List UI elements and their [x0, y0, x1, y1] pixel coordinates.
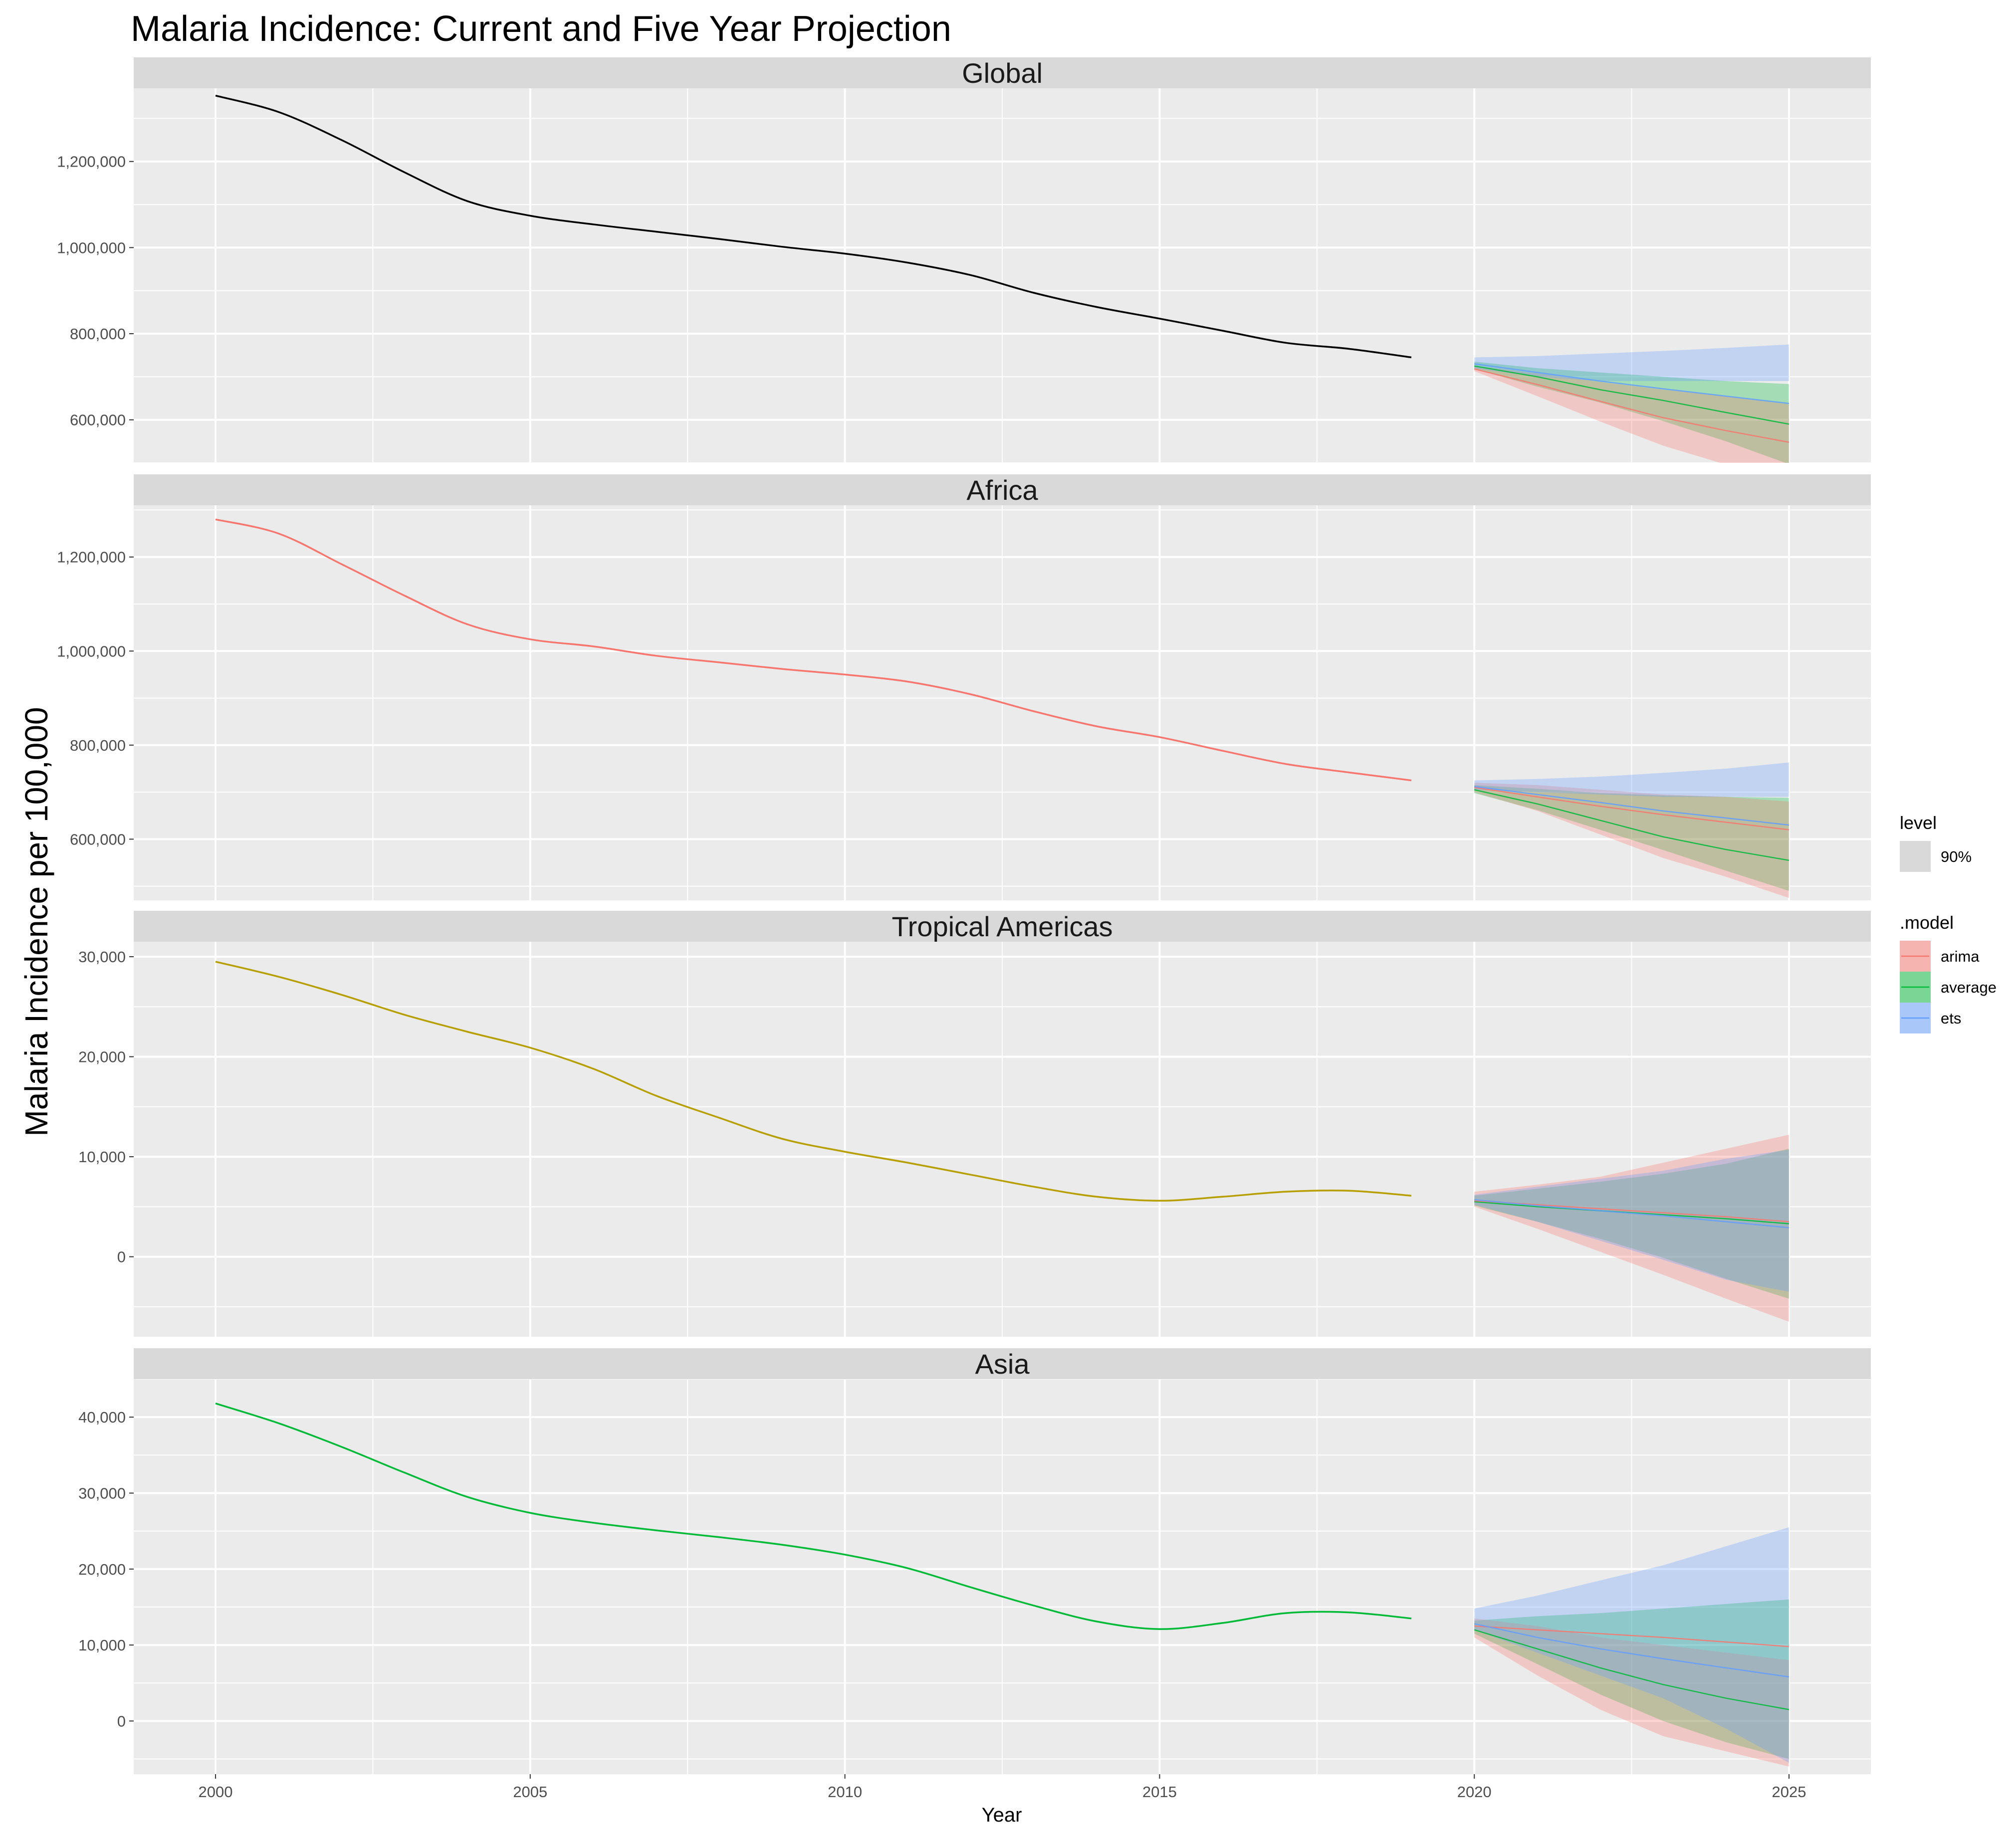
y-tick-label: 1,200,000 [57, 153, 126, 171]
x-tick-label: 2005 [513, 1783, 547, 1801]
y-tick-label: 600,000 [70, 411, 126, 429]
panel-grid [134, 88, 1871, 463]
panel-global: Global 600,000 800,000 1,000,000 1,200,000 [57, 57, 1871, 463]
y-tick-label: 30,000 [78, 948, 126, 966]
ribbon-90-average [1474, 362, 1789, 463]
forecast-line-arima [1474, 1625, 1790, 1647]
forecast-line-ets [1474, 1623, 1790, 1678]
x-axis-title: Year [982, 1804, 1022, 1826]
y-tick-label: 10,000 [78, 1148, 126, 1166]
ribbon-90-ets [1474, 762, 1789, 797]
panel-strip [134, 474, 1871, 505]
forecast-line-ets [1474, 1199, 1790, 1229]
ribbon-90-ets [1474, 1150, 1789, 1292]
y-tick-label: 1,000,000 [57, 239, 126, 256]
ribbon-90-arima [1474, 1135, 1789, 1322]
ribbon-90-ets [1474, 344, 1789, 381]
x-tick-label: 2025 [1772, 1783, 1806, 1801]
ribbon-90-ets [1474, 1527, 1789, 1763]
forecast-line-ets [1474, 363, 1790, 405]
legend-model-label: arima [1941, 948, 1980, 965]
y-tick-label: 800,000 [70, 325, 126, 343]
y-tick-label: 1,000,000 [57, 642, 126, 660]
x-tick-label: 2000 [199, 1783, 233, 1801]
forecast-line-average [1474, 365, 1790, 425]
forecast-line-ets [1474, 786, 1790, 826]
legend-level-key [1900, 841, 1931, 872]
panel-tropical-americas: Tropical Americas 0 10,000 20,000 30,000 [78, 911, 1871, 1337]
y-tick-label: 40,000 [78, 1409, 126, 1426]
forecast-line-arima [1474, 787, 1790, 830]
forecast-line-arima [1474, 1200, 1790, 1223]
panel-strip-label: Africa [966, 474, 1038, 506]
x-tick-label: 2010 [828, 1783, 862, 1801]
y-tick-label: 10,000 [78, 1637, 126, 1654]
y-tick-label: 20,000 [78, 1048, 126, 1066]
y-tick-label: 20,000 [78, 1561, 126, 1578]
legend-model-label: average [1941, 979, 1997, 996]
y-tick-label: 0 [117, 1712, 126, 1730]
y-tick-label: 1,200,000 [57, 549, 126, 566]
legend-level-label: 90% [1941, 848, 1972, 865]
ribbon-90-arima [1474, 366, 1789, 463]
panel-marks [215, 95, 1790, 463]
y-tick-label: 800,000 [70, 737, 126, 754]
y-tick-label: 0 [117, 1248, 126, 1266]
forecast-line-average [1474, 1629, 1790, 1710]
panel-grid [134, 942, 1871, 1337]
y-axis-title: Malaria Incidence per 100,000 [18, 707, 54, 1137]
panel-asia: Asia 0 10,000 20,000 30,000 40,000 [78, 1348, 1871, 1774]
panel-grid [134, 505, 1871, 900]
ribbon-90-average [1474, 785, 1789, 891]
panel-africa: Africa 600,000 800,000 1,000,000 1,200,000 [57, 474, 1871, 900]
forecast-line-average [1474, 789, 1790, 861]
history-line-global [215, 95, 1412, 359]
panel-grid [134, 1379, 1871, 1774]
panel-marks [215, 518, 1790, 898]
panel-strip [134, 911, 1871, 942]
panel-strip-label: Global [962, 57, 1043, 89]
panel-strip [134, 1348, 1871, 1379]
legend-model-label: ets [1941, 1010, 1961, 1027]
panel-strip [134, 57, 1871, 88]
legend-model-title: .model [1900, 912, 1954, 933]
panel-strip-label: Asia [975, 1348, 1030, 1380]
ribbon-90-arima [1474, 1618, 1789, 1767]
chart-title: Malaria Incidence: Current and Five Year… [131, 9, 951, 49]
history-line-asia [215, 1403, 1412, 1630]
y-tick-label: 600,000 [70, 830, 126, 848]
forecast-line-arima [1474, 368, 1790, 443]
history-line-tropical-americas [215, 961, 1412, 1202]
panels-layer: Global600,000800,0001,000,0001,200,000Af… [57, 57, 1871, 1801]
history-line-africa [215, 518, 1412, 782]
ribbon-90-average [1474, 1599, 1789, 1759]
ribbon-90-arima [1474, 783, 1789, 898]
panel-marks [215, 1403, 1790, 1767]
y-tick-label: 30,000 [78, 1484, 126, 1502]
legend-level-title: level [1900, 813, 1937, 833]
panel-marks [215, 961, 1790, 1322]
panel-strip-label: Tropical Americas [892, 911, 1113, 942]
x-tick-label: 2015 [1142, 1783, 1177, 1801]
x-tick-label: 2020 [1457, 1783, 1492, 1801]
ribbon-90-average [1474, 1149, 1789, 1299]
